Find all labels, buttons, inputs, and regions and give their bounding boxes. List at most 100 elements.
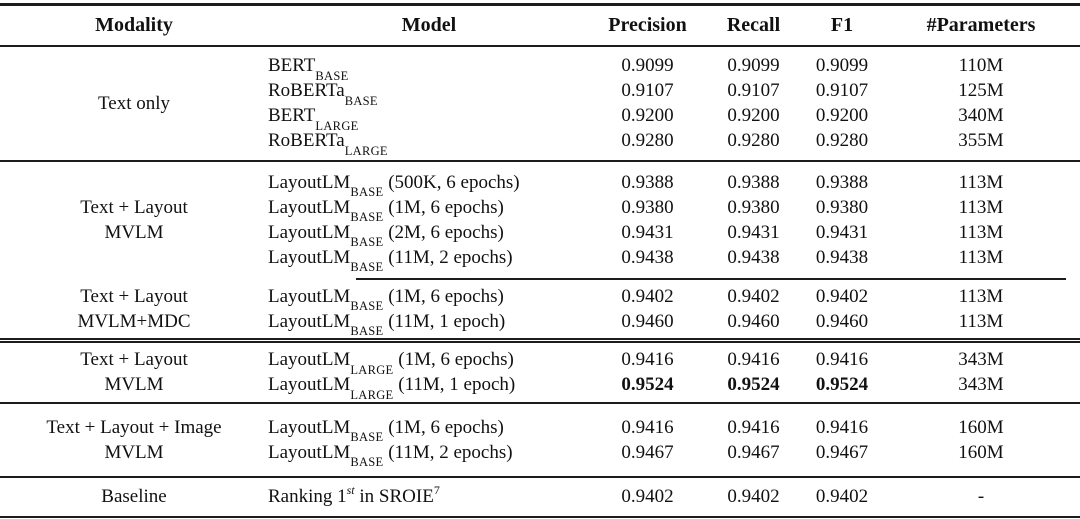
col-header-recall: Recall: [726, 13, 781, 36]
model-cell: BERTLARGE: [268, 105, 359, 133]
precision-value: 0.9402: [621, 486, 674, 507]
recall-value: 0.9402: [727, 486, 780, 507]
ordinal-superscript: st: [346, 482, 355, 497]
col-header-modality: Modality: [95, 13, 173, 36]
precision-value: 0.9280: [621, 130, 674, 151]
precision-value: 0.9438: [621, 246, 674, 268]
col-header-precision: Precision: [608, 13, 687, 36]
model-cell: LayoutLMBASE (1M, 6 epochs): [268, 416, 504, 445]
modality-label: Text + Layout: [80, 196, 188, 218]
precision-value: 0.9402: [621, 285, 674, 307]
parameters-value: -: [977, 486, 985, 507]
table-row: LayoutLMBASE (1M, 6 epochs) 0.9402 0.940…: [268, 284, 1080, 313]
section-divider-rule: [0, 401, 1080, 404]
table-bottom-rule: [0, 515, 1080, 518]
table-row-best: LayoutLMLARGE (11M, 1 epoch) 0.9524 0.95…: [268, 372, 1080, 402]
precision-value-best: 0.9524: [621, 374, 674, 395]
table-header-row: Modality Model Precision Recall F1 #Para…: [0, 6, 1080, 45]
section-text-layout-mvlm-large: Text + Layout MVLM LayoutLMLARGE (1M, 6 …: [0, 343, 1080, 402]
recall-value-best: 0.9524: [727, 374, 780, 395]
model-size-subscript: LARGE: [350, 387, 394, 402]
col-header-parameters: #Parameters: [926, 13, 1036, 36]
parameters-value: 343M: [958, 374, 1004, 395]
parameters-value: 355M: [958, 130, 1004, 151]
recall-value: 0.9280: [727, 130, 780, 151]
model-size-subscript: BASE: [350, 185, 384, 200]
table-row: LayoutLMBASE (11M, 2 epochs) 0.9467 0.94…: [268, 440, 1080, 470]
table-row: Ranking 1st in SROIE7 0.9402 0.9402 0.94…: [268, 484, 1080, 509]
f1-value: 0.9200: [815, 105, 869, 126]
section-text-layout-image-mvlm: Text + Layout + Image MVLM LayoutLMBASE …: [0, 404, 1080, 476]
recall-value: 0.9431: [727, 221, 780, 243]
table-row: LayoutLMBASE (500K, 6 epochs) 0.9388 0.9…: [268, 170, 1080, 200]
model-cell: RoBERTaLARGE: [268, 130, 388, 158]
parameters-value: 113M: [958, 285, 1004, 307]
model-size-subscript: BASE: [350, 210, 384, 225]
modality-label: Text + Layout: [80, 349, 188, 370]
parameters-value: 113M: [958, 196, 1004, 218]
recall-value: 0.9107: [727, 80, 780, 101]
parameters-value: 125M: [958, 80, 1004, 101]
parameters-value: 113M: [958, 310, 1004, 332]
f1-value: 0.9438: [815, 246, 869, 268]
section-text-layout-mvlm-base: Text + Layout MVLM LayoutLMBASE (500K, 6…: [0, 162, 1080, 278]
modality-cell: Baseline: [0, 478, 268, 516]
f1-value: 0.9467: [815, 441, 869, 463]
parameters-value: 343M: [958, 349, 1004, 370]
model-cell: LayoutLMLARGE (1M, 6 epochs): [268, 349, 514, 377]
footnote-superscript: 7: [433, 482, 440, 497]
f1-value: 0.9388: [815, 171, 869, 193]
table-row: LayoutLMBASE (11M, 1 epoch) 0.9460 0.946…: [268, 309, 1080, 339]
model-cell: RoBERTaBASE: [268, 80, 378, 108]
parameters-value: 113M: [958, 246, 1004, 268]
f1-value-best: 0.9524: [815, 374, 869, 395]
model-size-subscript: LARGE: [344, 143, 388, 158]
table-row: RoBERTaBASE 0.9107 0.9107 0.9107 125M: [268, 78, 1080, 108]
table-row: BERTBASE 0.9099 0.9099 0.9099 110M: [268, 53, 1080, 83]
precision-value: 0.9416: [621, 349, 674, 370]
parameters-value: 160M: [958, 416, 1004, 438]
precision-value: 0.9099: [621, 55, 674, 76]
double-divider-rule: [0, 337, 1080, 343]
partial-divider-rule: [0, 277, 1080, 280]
modality-cell: Text + Layout + Image MVLM: [0, 404, 268, 476]
modality-label: MVLM: [104, 441, 164, 463]
recall-value: 0.9402: [727, 285, 780, 307]
recall-value: 0.9380: [727, 196, 780, 218]
table-row: LayoutLMLARGE (1M, 6 epochs) 0.9416 0.94…: [268, 347, 1080, 377]
model-cell: LayoutLMBASE (11M, 1 epoch): [268, 310, 506, 339]
f1-value: 0.9416: [815, 416, 869, 438]
model-size-subscript: BASE: [350, 324, 384, 339]
model-cell: LayoutLMBASE (11M, 2 epochs): [268, 441, 513, 470]
model-cell: LayoutLMBASE (1M, 6 epochs): [268, 196, 504, 225]
modality-label: Baseline: [101, 486, 167, 507]
recall-value: 0.9416: [727, 349, 780, 370]
recall-value: 0.9467: [727, 441, 780, 463]
modality-cell: Text only: [0, 47, 268, 160]
modality-label: MVLM: [104, 374, 164, 395]
table-top-rule: [0, 3, 1080, 6]
modality-cell: Text + Layout MVLM+MDC: [0, 280, 268, 338]
model-size-subscript: BASE: [350, 430, 384, 445]
modality-label: Text + Layout + Image: [46, 416, 222, 438]
precision-value: 0.9380: [621, 196, 674, 218]
model-cell: BERTBASE: [268, 55, 349, 83]
model-cell: LayoutLMBASE (500K, 6 epochs): [268, 171, 520, 200]
table-row: LayoutLMBASE (1M, 6 epochs) 0.9416 0.941…: [268, 415, 1080, 445]
parameters-value: 110M: [958, 55, 1004, 76]
f1-value: 0.9402: [815, 486, 869, 507]
precision-value: 0.9416: [621, 416, 674, 438]
modality-label: Text + Layout: [80, 285, 188, 307]
table-row: BERTLARGE 0.9200 0.9200 0.9200 340M: [268, 103, 1080, 133]
f1-value: 0.9107: [815, 80, 869, 101]
precision-value: 0.9431: [621, 221, 674, 243]
precision-value: 0.9107: [621, 80, 674, 101]
model-cell: LayoutLMLARGE (11M, 1 epoch): [268, 374, 516, 402]
model-size-subscript: LARGE: [315, 118, 359, 133]
col-header-model: Model: [401, 13, 457, 36]
recall-value: 0.9416: [727, 416, 780, 438]
recall-value: 0.9388: [727, 171, 780, 193]
section-baseline: Baseline Ranking 1st in SROIE7 0.9402 0.…: [0, 478, 1080, 516]
model-cell: Ranking 1st in SROIE7: [268, 482, 440, 507]
